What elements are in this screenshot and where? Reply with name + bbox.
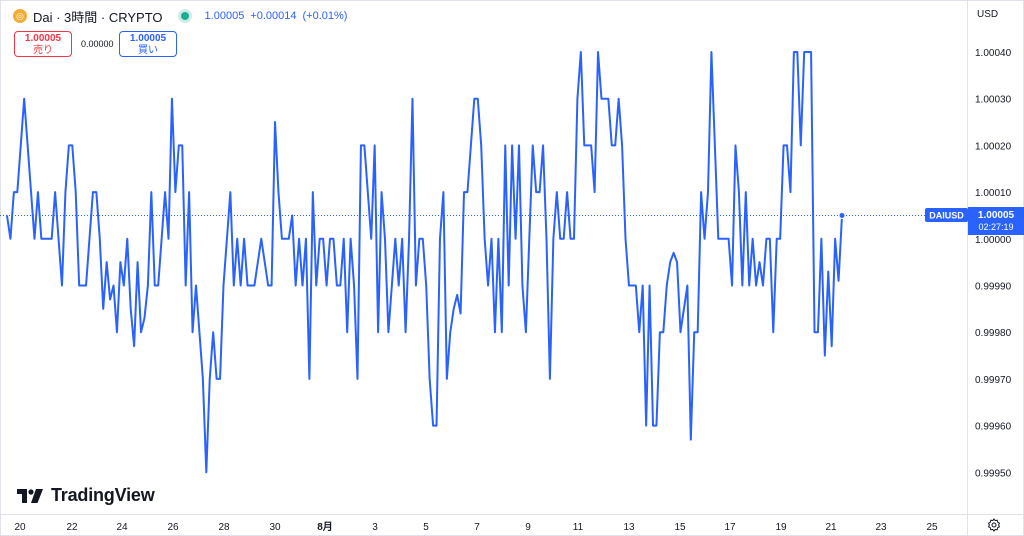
x-tick-label: 24 — [116, 522, 128, 533]
legend-last-price: 1.00005 — [204, 10, 245, 22]
tradingview-logo-icon — [17, 488, 43, 503]
x-tick-label: 19 — [775, 522, 787, 533]
time-axis[interactable]: 20 22 24 26 28 30 8月 3 5 7 9 11 13 15 17 19 21 23 25 — [14, 521, 938, 533]
tradingview-logo[interactable]: TradingView — [17, 485, 155, 506]
y-tick-label: 0.99990 — [975, 282, 1012, 293]
spread-value: 0.00000 — [81, 39, 114, 49]
sell-button[interactable]: 1.00005 売り — [14, 31, 72, 57]
sell-label: 売り — [33, 45, 53, 56]
x-tick-label: 9 — [525, 522, 531, 533]
tag-symbol-background — [925, 208, 968, 222]
x-tick-label: 3 — [372, 522, 378, 533]
y-tick-label: 1.00010 — [975, 188, 1012, 199]
y-tick-label: 1.00040 — [975, 48, 1012, 59]
x-tick-label: 11 — [573, 522, 584, 533]
y-tick-label: 0.99970 — [975, 375, 1012, 386]
x-tick-label: 8月 — [317, 521, 333, 533]
x-tick-label: 21 — [825, 522, 837, 533]
x-tick-label: 13 — [623, 522, 635, 533]
x-tick-label: 28 — [218, 522, 230, 533]
tag-price-background — [968, 207, 1024, 235]
currency-selector[interactable]: USD — [977, 9, 999, 20]
y-tick-label: 1.00000 — [975, 235, 1012, 246]
y-tick-label: 1.00030 — [975, 95, 1012, 106]
x-tick-label: 5 — [423, 522, 429, 533]
y-tick-label: 0.99980 — [975, 328, 1012, 339]
symbol-title[interactable]: Dai · 3時間 · CRYPTO — [33, 9, 163, 25]
x-tick-label: 25 — [926, 522, 938, 533]
symbol-legend[interactable]: ◎ Dai · 3時間 · CRYPTO 1.00005 +0.00014 (+0.… — [13, 7, 353, 25]
x-tick-label: 30 — [269, 522, 281, 533]
settings-gear-icon[interactable] — [987, 518, 1001, 532]
legend-change-percent: (+0.01%) — [302, 10, 348, 22]
x-tick-label: 15 — [674, 522, 686, 533]
market-open-status-icon — [180, 12, 189, 20]
tag-price: 1.00005 — [978, 210, 1015, 221]
x-tick-label: 23 — [875, 522, 887, 533]
y-tick-label: 1.00020 — [975, 141, 1012, 152]
last-price-marker — [838, 211, 846, 219]
legend-values: 1.00005 +0.00014 (+0.01%) — [205, 10, 354, 22]
logo-text: TradingView — [51, 485, 155, 505]
y-tick-label: 0.99950 — [975, 468, 1012, 479]
sell-price: 1.00005 — [24, 33, 62, 44]
x-tick-label: 17 — [724, 522, 736, 533]
x-tick-label: 26 — [167, 522, 179, 533]
legend-change: +0.00014 — [250, 10, 297, 22]
y-tick-label: 0.99960 — [975, 422, 1012, 433]
buy-label: 買い — [138, 45, 158, 56]
x-tick-label: 7 — [474, 522, 480, 533]
price-axis[interactable]: 1.00040 1.00030 1.00020 1.00010 1.00000 0.999… — [975, 48, 1012, 479]
x-tick-label: 20 — [14, 522, 26, 533]
tag-symbol: DAIUSD — [929, 211, 964, 221]
dai-coin-icon: ◎ — [13, 9, 27, 23]
buy-price: 1.00005 — [129, 33, 167, 44]
x-tick-label: 22 — [66, 522, 78, 533]
tag-countdown: 02:27:19 — [978, 222, 1013, 232]
last-price-tag: DAIUSD 1.00005 02:27:19 — [925, 207, 1024, 235]
buy-button[interactable]: 1.00005 買い — [119, 31, 177, 57]
price-series-line — [6, 51, 843, 474]
